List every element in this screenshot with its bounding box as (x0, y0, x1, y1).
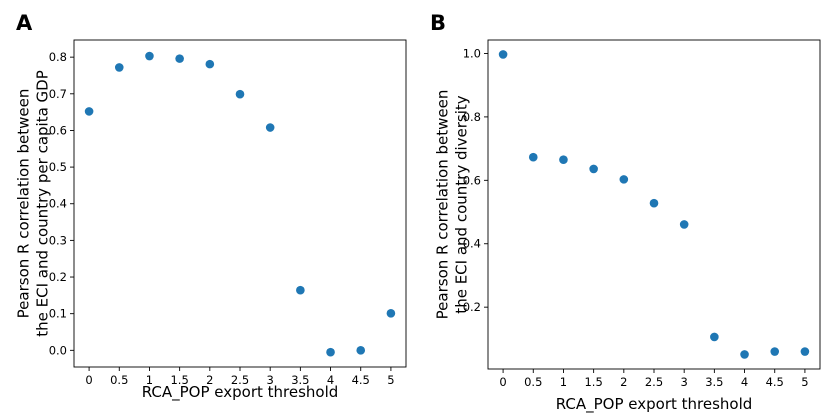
data-point (559, 155, 568, 165)
x-tick-label: 5 (801, 375, 808, 389)
data-point (589, 164, 598, 174)
x-tick-label: 5 (387, 373, 394, 387)
y-tick-label: 0.4 (49, 197, 67, 211)
y-tick-label: 0.7 (49, 87, 67, 101)
x-axis-label: RCA_POP export threshold (556, 395, 753, 414)
y-tick-label: 0.4 (463, 237, 481, 251)
x-tick-label: 3 (267, 373, 274, 387)
y-tick-label: 0.8 (463, 110, 481, 124)
y-tick-label: 0.2 (463, 300, 481, 314)
x-tick-label: 4 (327, 373, 334, 387)
x-tick-label: 3.5 (291, 373, 309, 387)
x-axis-label: RCA_POP export threshold (142, 383, 339, 402)
x-tick-label: 4.5 (766, 375, 784, 389)
x-tick-label: 0 (499, 375, 506, 389)
data-point (679, 220, 689, 229)
data-point (145, 51, 154, 61)
x-tick-label: 1 (146, 373, 153, 387)
y-tick-label: 1.0 (463, 46, 481, 60)
x-tick-label: 1 (560, 375, 567, 389)
x-tick-label: 2.5 (231, 373, 249, 387)
data-point (326, 347, 335, 357)
y-axis-label: Pearson R correlation between (434, 90, 452, 320)
data-point (710, 332, 719, 342)
y-tick-label: 0.1 (49, 307, 67, 321)
data-point (386, 309, 396, 318)
x-tick-label: 0.5 (524, 375, 542, 389)
data-point (800, 347, 810, 356)
data-point (296, 285, 305, 295)
x-tick-label: 4.5 (352, 373, 370, 387)
data-point (175, 54, 184, 63)
y-tick-label: 0.3 (49, 233, 67, 247)
plot-frame (73, 39, 407, 368)
data-point (114, 63, 124, 72)
y-axis-label: the ECI and country per capita GDP (34, 70, 52, 337)
data-point (770, 347, 780, 356)
x-tick-label: 2 (620, 375, 627, 389)
x-tick-label: 1.5 (170, 373, 188, 387)
data-point (84, 107, 94, 116)
y-tick-label: 0.5 (49, 160, 67, 174)
y-tick-label: 0.6 (49, 123, 67, 137)
y-axis-label: Pearson R correlation between (15, 89, 33, 319)
x-tick-label: 0.5 (110, 373, 128, 387)
data-point (265, 123, 275, 132)
data-point (235, 89, 245, 99)
data-point (205, 59, 215, 69)
data-point (528, 152, 538, 162)
panel-letter: B (430, 11, 446, 35)
data-point (498, 50, 508, 59)
x-tick-label: 3.5 (705, 375, 723, 389)
y-tick-label: 0.8 (49, 50, 67, 64)
data-point (740, 350, 749, 359)
x-tick-label: 4 (741, 375, 748, 389)
x-tick-label: 3 (681, 375, 688, 389)
data-point (619, 175, 629, 184)
x-tick-label: 1.5 (584, 375, 602, 389)
panel-b: B 0 0.5 1 1.5 2 2.5 3 3.5 4 4.5 5 0.2 0.4 0.6 0.8 1.0 RCA… (430, 11, 821, 414)
y-axis-label: the ECI and country diversity (453, 95, 471, 313)
panel-letter: A (16, 11, 33, 35)
y-tick-label: 0.0 (49, 343, 67, 357)
data-point (649, 198, 659, 208)
y-tick-label: 0.6 (463, 173, 481, 187)
x-tick-label: 2.5 (645, 375, 663, 389)
panel-a: A 0 0.5 1 1.5 2 2.5 3 3.5 4 4.5 5 0.0 0.1 0.2 0.3 0.4 0.5… (15, 11, 407, 402)
x-tick-label: 0 (85, 373, 92, 387)
data-point (356, 346, 366, 355)
y-tick-label: 0.2 (49, 270, 67, 284)
x-tick-label: 2 (206, 373, 213, 387)
